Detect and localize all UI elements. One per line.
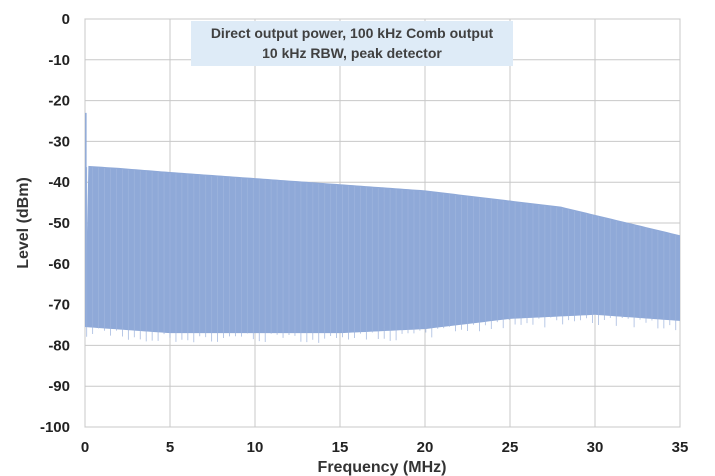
y-tick-label: -10 bbox=[48, 52, 70, 69]
y-tick-label: -50 bbox=[48, 215, 70, 232]
x-tick-label: 35 bbox=[672, 439, 689, 456]
x-tick-labels: 0 5 10 15 20 25 30 35 bbox=[81, 439, 689, 456]
y-tick-label: -100 bbox=[40, 419, 70, 436]
y-axis-title: Level (dBm) bbox=[15, 177, 32, 269]
x-tick-label: 0 bbox=[81, 439, 89, 456]
annotation-box: Direct output power, 100 kHz Comb output… bbox=[191, 21, 513, 66]
x-tick-label: 20 bbox=[417, 439, 434, 456]
y-tick-label: -40 bbox=[48, 174, 70, 191]
annotation-line-2: 10 kHz RBW, peak detector bbox=[262, 45, 442, 61]
comb-band bbox=[85, 165, 680, 334]
y-tick-label: 0 bbox=[62, 11, 70, 28]
comb-lines bbox=[86, 167, 677, 343]
y-tick-label: -80 bbox=[48, 337, 70, 354]
y-tick-label: -70 bbox=[48, 297, 70, 314]
annotation-line-1: Direct output power, 100 kHz Comb output bbox=[211, 25, 494, 41]
x-tick-label: 15 bbox=[332, 439, 349, 456]
y-tick-label: -60 bbox=[48, 256, 70, 273]
y-tick-label: -90 bbox=[48, 378, 70, 395]
x-tick-label: 5 bbox=[166, 439, 174, 456]
x-tick-label: 25 bbox=[502, 439, 519, 456]
x-tick-label: 10 bbox=[247, 439, 264, 456]
series-band bbox=[85, 112, 680, 343]
y-tick-label: -20 bbox=[48, 93, 70, 110]
x-axis-title: Frequency (MHz) bbox=[318, 459, 447, 476]
x-tick-label: 30 bbox=[587, 439, 604, 456]
y-tick-label: -30 bbox=[48, 133, 70, 150]
y-tick-labels: 0 -10 -20 -30 -40 -50 -60 -70 -80 -90 -100 bbox=[40, 11, 70, 436]
